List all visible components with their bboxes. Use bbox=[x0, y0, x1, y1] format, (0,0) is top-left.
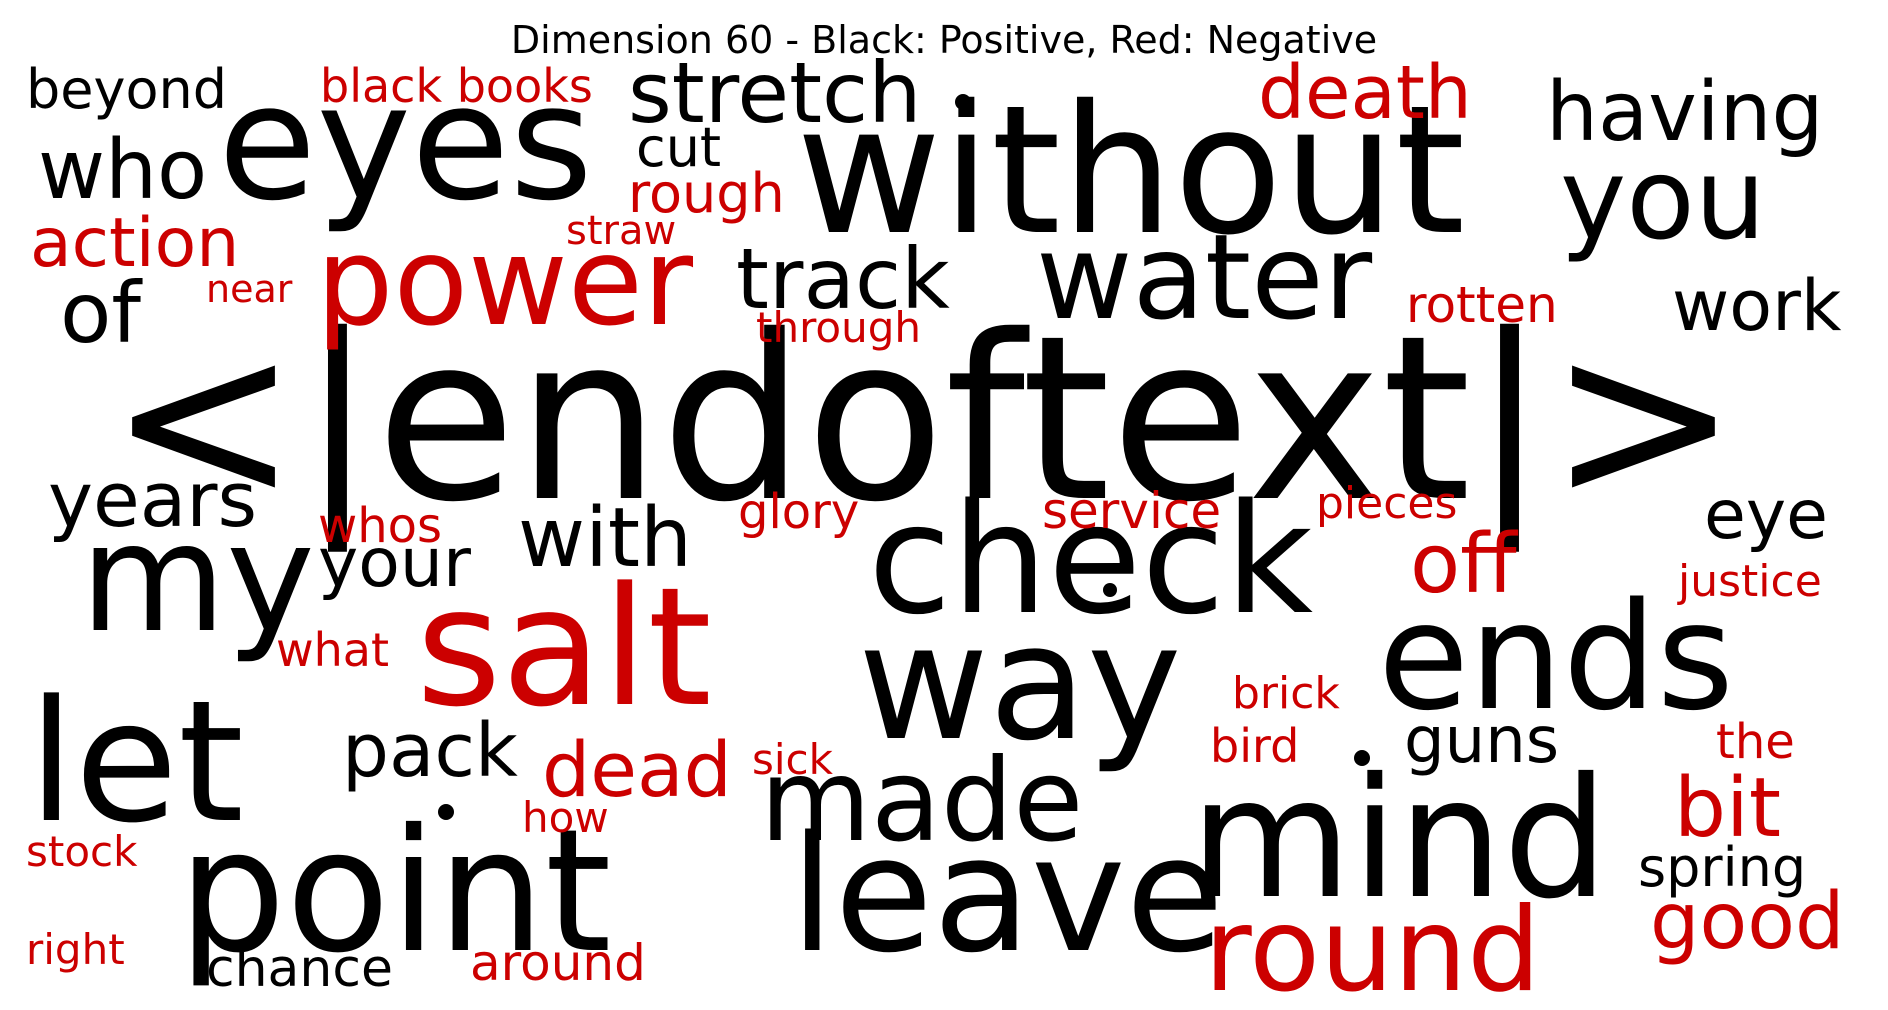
word-cut: cut bbox=[636, 116, 721, 179]
word-around: around bbox=[470, 934, 646, 992]
word-pack: pack bbox=[342, 708, 518, 794]
word-chance: chance bbox=[206, 939, 393, 999]
word-through: through bbox=[756, 303, 921, 352]
word-pieces: pieces bbox=[1316, 478, 1457, 529]
word-death: death bbox=[1258, 50, 1472, 136]
word-good: good bbox=[1650, 877, 1844, 967]
word-check: check bbox=[868, 471, 1313, 648]
word-you: you bbox=[1560, 135, 1766, 265]
word-made: made bbox=[760, 734, 1083, 867]
word-off: off bbox=[1410, 517, 1519, 612]
word-bit: bit bbox=[1674, 761, 1781, 856]
word-who: who bbox=[38, 123, 207, 218]
decorative-dot bbox=[1103, 583, 1117, 597]
word-point: point bbox=[178, 793, 612, 991]
word-stretch: stretch bbox=[628, 44, 921, 142]
word-straw: straw bbox=[566, 208, 676, 254]
word-black-books: black books bbox=[320, 59, 593, 113]
word-round: round bbox=[1204, 883, 1541, 1010]
word-glory: glory bbox=[738, 484, 859, 540]
word-way: way bbox=[858, 589, 1182, 776]
word-ends: ends bbox=[1378, 571, 1734, 743]
word-rough: rough bbox=[628, 162, 785, 225]
word-mind: mind bbox=[1190, 743, 1608, 936]
word-brick: brick bbox=[1232, 668, 1340, 719]
word-salt: salt bbox=[416, 552, 712, 743]
word-without: without bbox=[796, 67, 1465, 274]
word-sick: sick bbox=[752, 735, 834, 784]
word-near: near bbox=[206, 267, 293, 311]
word-work: work bbox=[1672, 265, 1842, 347]
word-bird: bird bbox=[1210, 719, 1299, 773]
word-spring: spring bbox=[1638, 836, 1806, 899]
word-having: having bbox=[1546, 65, 1824, 160]
chart-title: Dimension 60 - Black: Positive, Red: Neg… bbox=[510, 18, 1378, 62]
word-with: with bbox=[518, 491, 692, 586]
word-the: the bbox=[1716, 714, 1795, 770]
word-how: how bbox=[522, 793, 609, 842]
word-eyes: eyes bbox=[218, 49, 593, 236]
word-water: water bbox=[1036, 208, 1373, 346]
word-let: let bbox=[28, 664, 244, 860]
word-service: service bbox=[1042, 482, 1221, 540]
word-action: action bbox=[30, 204, 239, 283]
word-justice: justice bbox=[1677, 556, 1822, 607]
word-endoftext: <|endoftext|> bbox=[108, 286, 1739, 552]
decorative-dot bbox=[955, 94, 971, 110]
word-what: what bbox=[276, 623, 389, 677]
word-my: my bbox=[80, 492, 315, 666]
word-power: power bbox=[316, 211, 694, 353]
word-guns: guns bbox=[1404, 704, 1559, 778]
decorative-dot bbox=[438, 804, 454, 820]
word-whos: whos bbox=[318, 498, 442, 554]
decorative-dot bbox=[1354, 750, 1370, 766]
word-of: of bbox=[60, 264, 143, 362]
word-rotten: rotten bbox=[1406, 276, 1558, 334]
word-eye: eye bbox=[1704, 476, 1828, 555]
word-stock: stock bbox=[26, 827, 138, 876]
word-right: right bbox=[26, 925, 125, 974]
word-leave: leave bbox=[790, 801, 1224, 988]
word-years: years bbox=[48, 455, 257, 544]
word-dead: dead bbox=[542, 725, 732, 814]
word-track: track bbox=[736, 230, 950, 328]
word-your: your bbox=[318, 524, 471, 603]
word-beyond: beyond bbox=[26, 58, 227, 121]
